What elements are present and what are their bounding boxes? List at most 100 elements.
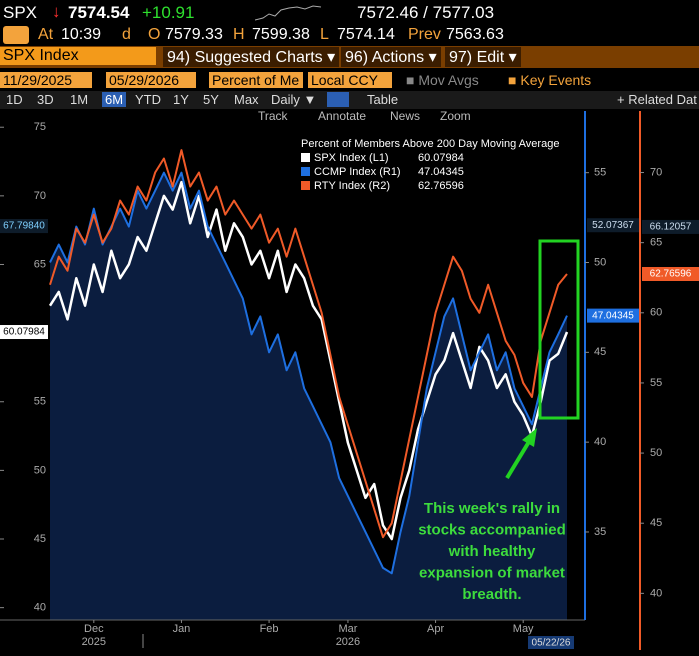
period[interactable]: 1M <box>70 92 89 107</box>
legend-swatch <box>301 181 310 190</box>
marker-label: 67.79840 <box>3 221 45 232</box>
quote-field: d <box>122 26 131 43</box>
quote-field: 7563.63 <box>446 26 504 43</box>
tool[interactable]: News <box>390 111 420 123</box>
tick-label: 65 <box>34 258 46 270</box>
marker-label: 52.07367 <box>592 220 634 231</box>
tick-label: 40 <box>594 436 606 448</box>
period[interactable]: Max <box>234 92 259 107</box>
legend-box <box>296 127 582 189</box>
x-tick-label: Dec <box>84 623 104 635</box>
quote-field: 7579.33 <box>165 26 223 43</box>
x-tick-label: Apr <box>427 623 444 635</box>
series-line <box>49 149 568 539</box>
tick-label: 45 <box>34 533 46 545</box>
period[interactable]: 5Y <box>203 92 219 107</box>
tick-label: 50 <box>34 464 46 476</box>
series-line <box>49 171 568 575</box>
menu[interactable]: 97) Edit ▾ <box>445 47 521 67</box>
period-bar: 1D 3D 1M 6M YTD 1Y 5Y Max Daily ▼ Table + Related … <box>0 91 699 109</box>
tick-label: 50 <box>650 447 662 459</box>
period[interactable]: 6M <box>102 92 127 107</box>
date-marker: 05/22/26 <box>532 638 571 649</box>
table-button[interactable]: Table <box>367 92 399 107</box>
annotation-text: stocks accompanied <box>418 521 566 538</box>
tick-label: 75 <box>34 121 46 133</box>
annotation-text: This week's rally in <box>424 500 560 517</box>
icon <box>3 26 29 44</box>
quote-field: 7574.14 <box>337 26 395 43</box>
marker-label: 66.12057 <box>650 222 692 233</box>
menu-bar: SPX Index 94) Suggested Charts ▾ 96) Act… <box>0 46 699 68</box>
quote-field: O <box>148 26 161 43</box>
year-label: 2025 <box>82 636 106 648</box>
tick-label: 50 <box>594 256 606 268</box>
highlight-box <box>538 239 580 420</box>
arrow-shaft <box>505 438 532 480</box>
chart-title: Percent of Members Above 200 Day Moving … <box>301 138 559 150</box>
related[interactable]: + Related Dat <box>617 92 697 107</box>
toggle-label: Mov Avgs <box>418 72 479 88</box>
legend-label: RTY Index (R2) <box>314 180 390 192</box>
x-tick-label: Jan <box>173 623 191 635</box>
marker-box <box>587 218 639 233</box>
area <box>50 172 567 620</box>
sparkline <box>255 5 322 21</box>
date-marker-box <box>528 636 574 649</box>
legend-value: 47.04345 <box>418 166 464 178</box>
currency[interactable]: Local CCY <box>308 72 392 88</box>
toggle[interactable]: ■ Key Events <box>508 72 592 88</box>
tool[interactable]: Annotate <box>318 111 366 123</box>
start-date[interactable]: 11/29/2025 <box>0 72 92 88</box>
legend-label: CCMP Index (R1) <box>314 166 401 178</box>
legend-swatch <box>301 153 310 162</box>
last-value-box <box>642 267 699 282</box>
tool[interactable]: Zoom <box>440 111 471 123</box>
quote-field: 7599.38 <box>252 26 310 43</box>
x-tick-label: Mar <box>338 623 357 635</box>
last-value-box <box>0 325 48 340</box>
bid-ask: 7572.46 / 7577.03 <box>357 3 495 22</box>
chart-icon[interactable] <box>327 92 349 107</box>
quote-field: Prev <box>408 26 441 43</box>
security[interactable]: SPX Index <box>0 47 156 65</box>
legend-swatch <box>301 167 310 176</box>
quote-field: 10:39 <box>61 26 102 43</box>
quote-bar: SPX ↓ 7574.54 +10.91 7572.46 / 7577.03 <box>0 0 699 24</box>
period[interactable]: 1Y <box>173 92 189 107</box>
period[interactable]: 3D <box>37 92 54 107</box>
chart: Track Annotate News Zoom 40 45 50 55 60 65 70 75 35 4… <box>0 111 699 650</box>
last-price: 7574.54 <box>68 3 130 22</box>
tick-label: 40 <box>650 587 662 599</box>
arrow-head <box>522 428 537 447</box>
quote-field: L <box>320 26 329 43</box>
toggle[interactable]: ■ Mov Avgs <box>406 72 479 88</box>
tick-label: 55 <box>34 396 46 408</box>
field[interactable]: Percent of Me <box>209 72 303 88</box>
last-value: 62.76596 <box>650 269 692 280</box>
ticker: SPX <box>3 3 38 22</box>
period[interactable]: 1D <box>6 92 23 107</box>
tick-label: 55 <box>650 377 662 389</box>
legend-value: 60.07984 <box>418 152 464 164</box>
arrow: ↓ <box>52 2 61 21</box>
quote-field: H <box>233 26 245 43</box>
menu[interactable]: 96) Actions ▾ <box>341 47 441 67</box>
period[interactable]: YTD <box>135 92 161 107</box>
settings-bar: 11/29/2025 05/29/2026 Percent of Me Loca… <box>0 71 699 91</box>
tick-label: 45 <box>650 517 662 529</box>
frequency[interactable]: Daily ▼ <box>271 92 317 107</box>
tool[interactable]: Track <box>258 111 289 123</box>
quote-row: At 10:39 d O 7579.33 H 7599.38 L 7574.14 Prev 7563… <box>0 24 699 45</box>
annotation-text: expansion of market <box>419 564 565 581</box>
year-label: 2026 <box>336 636 360 648</box>
tick-label: 35 <box>594 526 606 538</box>
toggle-label: Key Events <box>520 72 592 88</box>
tick-label: 70 <box>650 166 662 178</box>
menu[interactable]: 94) Suggested Charts ▾ <box>163 47 340 67</box>
end-date[interactable]: 05/29/2026 <box>106 72 196 88</box>
tick-label: 60 <box>650 307 662 319</box>
last-value: 47.04345 <box>592 310 634 321</box>
x-tick-label: May <box>513 623 534 635</box>
